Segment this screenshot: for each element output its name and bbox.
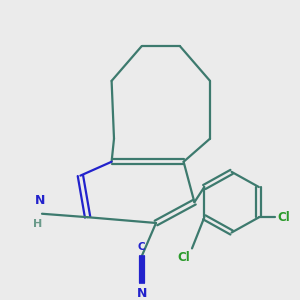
- Text: N: N: [136, 286, 147, 299]
- Text: Cl: Cl: [277, 211, 290, 224]
- Text: N: N: [35, 194, 46, 207]
- Text: H: H: [33, 219, 42, 229]
- Text: Cl: Cl: [178, 251, 190, 264]
- Text: C: C: [138, 242, 146, 252]
